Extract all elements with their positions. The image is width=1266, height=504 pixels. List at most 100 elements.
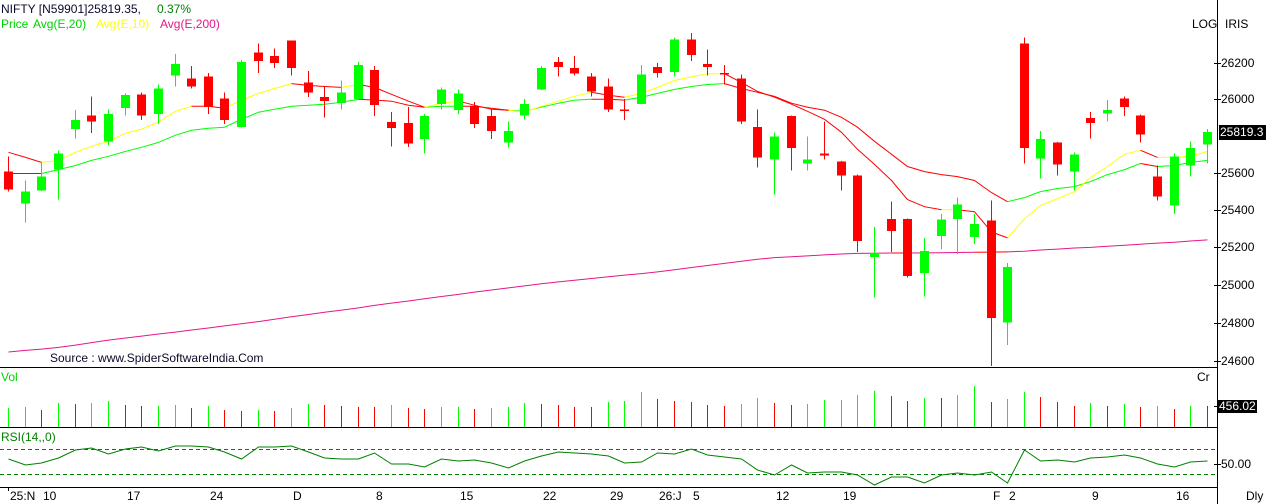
candle-body — [853, 175, 862, 242]
candle-body — [287, 40, 296, 68]
candle-body — [620, 109, 629, 111]
candle-body — [1020, 43, 1029, 149]
candle-body — [1170, 156, 1179, 206]
candle-body — [420, 116, 429, 140]
candle-up — [1170, 153, 1179, 214]
ema20-segment — [1140, 163, 1158, 167]
rsi-polyline — [8, 445, 1208, 486]
candle-body — [504, 131, 513, 143]
candle-up — [937, 213, 946, 250]
candle-down — [554, 57, 563, 77]
candle-body — [1203, 132, 1212, 145]
candle-body — [37, 176, 46, 191]
date-label: 22 — [543, 489, 557, 503]
candle-body — [4, 171, 13, 190]
ema10-segment — [224, 83, 292, 109]
candle-up — [21, 180, 30, 223]
volume-pane[interactable] — [8, 385, 1208, 427]
candle-body — [320, 97, 329, 102]
candle-down — [887, 201, 896, 252]
candle-up — [54, 150, 63, 200]
candlesticks — [4, 32, 1212, 367]
legend-ema20[interactable]: Avg(E,20) — [33, 17, 87, 31]
candle-down — [1086, 112, 1095, 139]
date-label: 17 — [127, 489, 141, 503]
rsi-pane[interactable] — [0, 445, 1217, 486]
candle-body — [1053, 142, 1062, 165]
candle-down — [853, 174, 862, 252]
candle-body — [1036, 139, 1045, 159]
candle-body — [687, 39, 696, 56]
candle-down — [653, 63, 662, 78]
candle-up — [637, 64, 646, 105]
candle-body — [1003, 266, 1012, 323]
candle-body — [720, 72, 729, 75]
candle-up — [537, 65, 546, 91]
price-tick-label: 25000 — [1221, 278, 1255, 292]
legend-ema200[interactable]: Avg(E,200) — [160, 17, 220, 31]
candle-body — [187, 78, 196, 87]
candle-down — [304, 70, 313, 98]
candle-body — [370, 69, 379, 106]
candle-down — [737, 74, 746, 125]
candle-up — [803, 136, 812, 171]
date-label: 15 — [460, 489, 474, 503]
ema20-segment — [358, 98, 425, 108]
candle-up — [970, 213, 979, 245]
price-tick-label: 26200 — [1221, 56, 1255, 70]
price-tick-label: 24600 — [1221, 354, 1255, 368]
candle-body — [870, 253, 879, 257]
price-pane[interactable] — [4, 32, 1212, 367]
volume-pane-title: Vol — [1, 370, 18, 384]
date-label: 16 — [1176, 489, 1190, 503]
candle-body — [887, 218, 896, 231]
candle-down — [903, 218, 912, 278]
date-label: F — [993, 489, 1001, 503]
ema20-segment — [724, 83, 1008, 203]
candle-body — [970, 223, 979, 237]
candle-down — [720, 64, 729, 85]
candle-down — [787, 115, 796, 171]
price-tick-label: 25200 — [1221, 240, 1255, 254]
candle-down — [620, 99, 629, 121]
candle-body — [820, 153, 829, 156]
candle-body — [54, 153, 63, 170]
candle-up — [1186, 141, 1195, 177]
candle-down — [587, 72, 596, 97]
percent-change: 0.37% — [157, 2, 192, 16]
candle-body — [104, 114, 113, 142]
price-tick-label: 26000 — [1221, 92, 1255, 106]
candle-up — [770, 132, 779, 195]
candle-body — [637, 74, 646, 105]
candle-down — [1020, 37, 1029, 164]
candle-up — [171, 54, 180, 87]
candle-down — [270, 48, 279, 68]
rsi-pane-title: RSI(14,,0) — [1, 430, 56, 444]
candle-down — [4, 156, 13, 192]
candle-down — [753, 109, 762, 168]
volume-bars — [8, 385, 1208, 427]
candle-body — [670, 39, 679, 72]
log-scale-toggle[interactable]: LOG — [1192, 17, 1218, 31]
candle-down — [1136, 114, 1145, 143]
candle-body — [554, 62, 563, 67]
periodicity-selector[interactable]: Dly — [1246, 489, 1264, 503]
candle-up — [1036, 131, 1045, 179]
iris-toggle[interactable]: IRIS — [1225, 17, 1249, 31]
candle-body — [21, 191, 30, 204]
ema10-segment — [957, 209, 1008, 239]
legend-ema10[interactable]: Avg(E,10) — [96, 17, 150, 31]
date-label: 12 — [776, 489, 790, 503]
candle-up — [1203, 129, 1212, 164]
candle-body — [154, 88, 163, 115]
candle-body — [570, 67, 579, 74]
candle-body — [837, 161, 846, 176]
candle-body — [703, 63, 712, 67]
legend-price[interactable]: Price — [1, 17, 29, 31]
candle-body — [87, 115, 96, 122]
candle-body — [454, 93, 463, 111]
candle-up — [121, 93, 130, 116]
candle-body — [953, 204, 962, 219]
candle-down — [1120, 96, 1129, 117]
